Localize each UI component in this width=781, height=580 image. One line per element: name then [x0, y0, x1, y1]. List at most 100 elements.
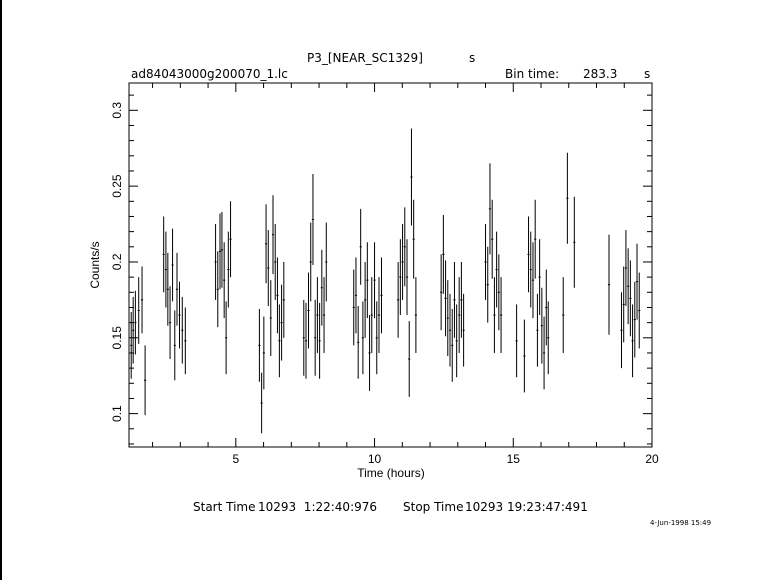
data-point: [523, 319, 526, 393]
data-point: [458, 277, 461, 353]
data-point: [316, 277, 319, 353]
data-point: [216, 251, 219, 328]
data-point: [491, 199, 494, 279]
data-point: [403, 207, 406, 287]
data-point: [175, 252, 179, 326]
data-point: [368, 315, 371, 391]
data-point: [529, 231, 532, 308]
data-point: [164, 231, 167, 308]
data-point: [542, 316, 546, 390]
data-point: [401, 224, 404, 300]
data-point: [446, 280, 449, 356]
data-point: [307, 272, 310, 349]
data-point: [280, 284, 283, 361]
data-point: [173, 310, 176, 381]
data-point: [538, 239, 541, 316]
data-point: [302, 299, 305, 376]
start-time-value: 10293 1:22:40:976: [258, 500, 378, 514]
data-point: [181, 296, 184, 364]
data-point: [545, 269, 548, 346]
y-axis-label: Counts/s: [88, 241, 102, 288]
data-point: [162, 216, 165, 293]
data-point: [631, 304, 634, 378]
data-point: [620, 292, 623, 369]
data-point: [460, 261, 463, 338]
data-point: [184, 307, 187, 375]
y-tick-label: 0.1: [110, 405, 124, 422]
data-point: [130, 312, 133, 379]
data-point: [486, 246, 489, 323]
y-tick-label: 0.25: [110, 174, 124, 198]
data-point: [495, 231, 498, 308]
data-point: [354, 257, 358, 334]
data-point: [361, 301, 364, 375]
data-point: [352, 269, 355, 346]
stop-time-value: 10293 19:23:47:491: [465, 500, 588, 514]
data-point: [322, 277, 326, 353]
title-unit: s: [469, 51, 476, 65]
data-point: [359, 208, 362, 285]
data-point: [442, 214, 445, 294]
data-point: [440, 254, 443, 331]
data-point: [304, 302, 308, 379]
data-point: [499, 277, 503, 353]
data-point: [318, 302, 321, 379]
data-point: [410, 128, 413, 226]
data-point: [370, 277, 373, 353]
data-point: [140, 266, 144, 334]
x-tick-label: 20: [645, 452, 659, 466]
data-point: [462, 293, 465, 367]
data-point: [638, 272, 641, 349]
data-point: [267, 230, 270, 306]
data-point: [451, 308, 454, 382]
data-point: [497, 254, 500, 331]
data-point: [220, 211, 224, 288]
data-point: [214, 224, 217, 300]
data-point: [405, 239, 409, 316]
data-point: [309, 222, 312, 302]
data-point: [178, 281, 181, 349]
data-point: [132, 296, 135, 364]
data-point: [399, 239, 402, 316]
data-point: [314, 299, 317, 376]
x-tick-label: 5: [232, 452, 239, 466]
data-point: [366, 242, 369, 319]
data-point: [531, 242, 535, 319]
data-point: [484, 224, 487, 300]
y-tick-label: 0.2: [110, 253, 124, 270]
data-point: [364, 261, 367, 338]
data-point: [260, 372, 263, 434]
data-point: [373, 242, 376, 319]
data-point: [357, 305, 360, 379]
data-point: [547, 301, 550, 375]
data-point: [607, 234, 611, 335]
plot-frame: [128, 82, 653, 448]
data-point: [311, 174, 315, 265]
y-tick-label: 0.3: [110, 102, 124, 119]
data-point: [258, 308, 261, 382]
data-point: [276, 257, 279, 334]
data-point: [573, 196, 576, 288]
data-point: [375, 301, 378, 375]
start-time-label: Start Time: [193, 500, 256, 514]
data-point: [540, 287, 543, 364]
data-point: [527, 216, 530, 293]
y-tick-label: 0.15: [110, 326, 124, 350]
x-axis-label: Time (hours): [357, 466, 425, 480]
bin-time-value: 283.3: [583, 67, 618, 81]
window-border: [0, 0, 2, 580]
data-point: [635, 243, 639, 320]
data-point: [562, 277, 565, 353]
data-point: [412, 199, 415, 279]
timestamp: 4-Jun-1998 15:49: [650, 519, 712, 527]
x-tick-label: 10: [368, 452, 382, 466]
chart-title: P3_[NEAR_SC1329]: [307, 51, 423, 65]
data-point: [227, 231, 230, 308]
data-point: [168, 286, 172, 360]
data-point: [271, 195, 275, 275]
data-point: [408, 321, 411, 397]
data-point: [282, 261, 285, 338]
data-point: [229, 201, 232, 278]
data-point: [488, 163, 492, 255]
